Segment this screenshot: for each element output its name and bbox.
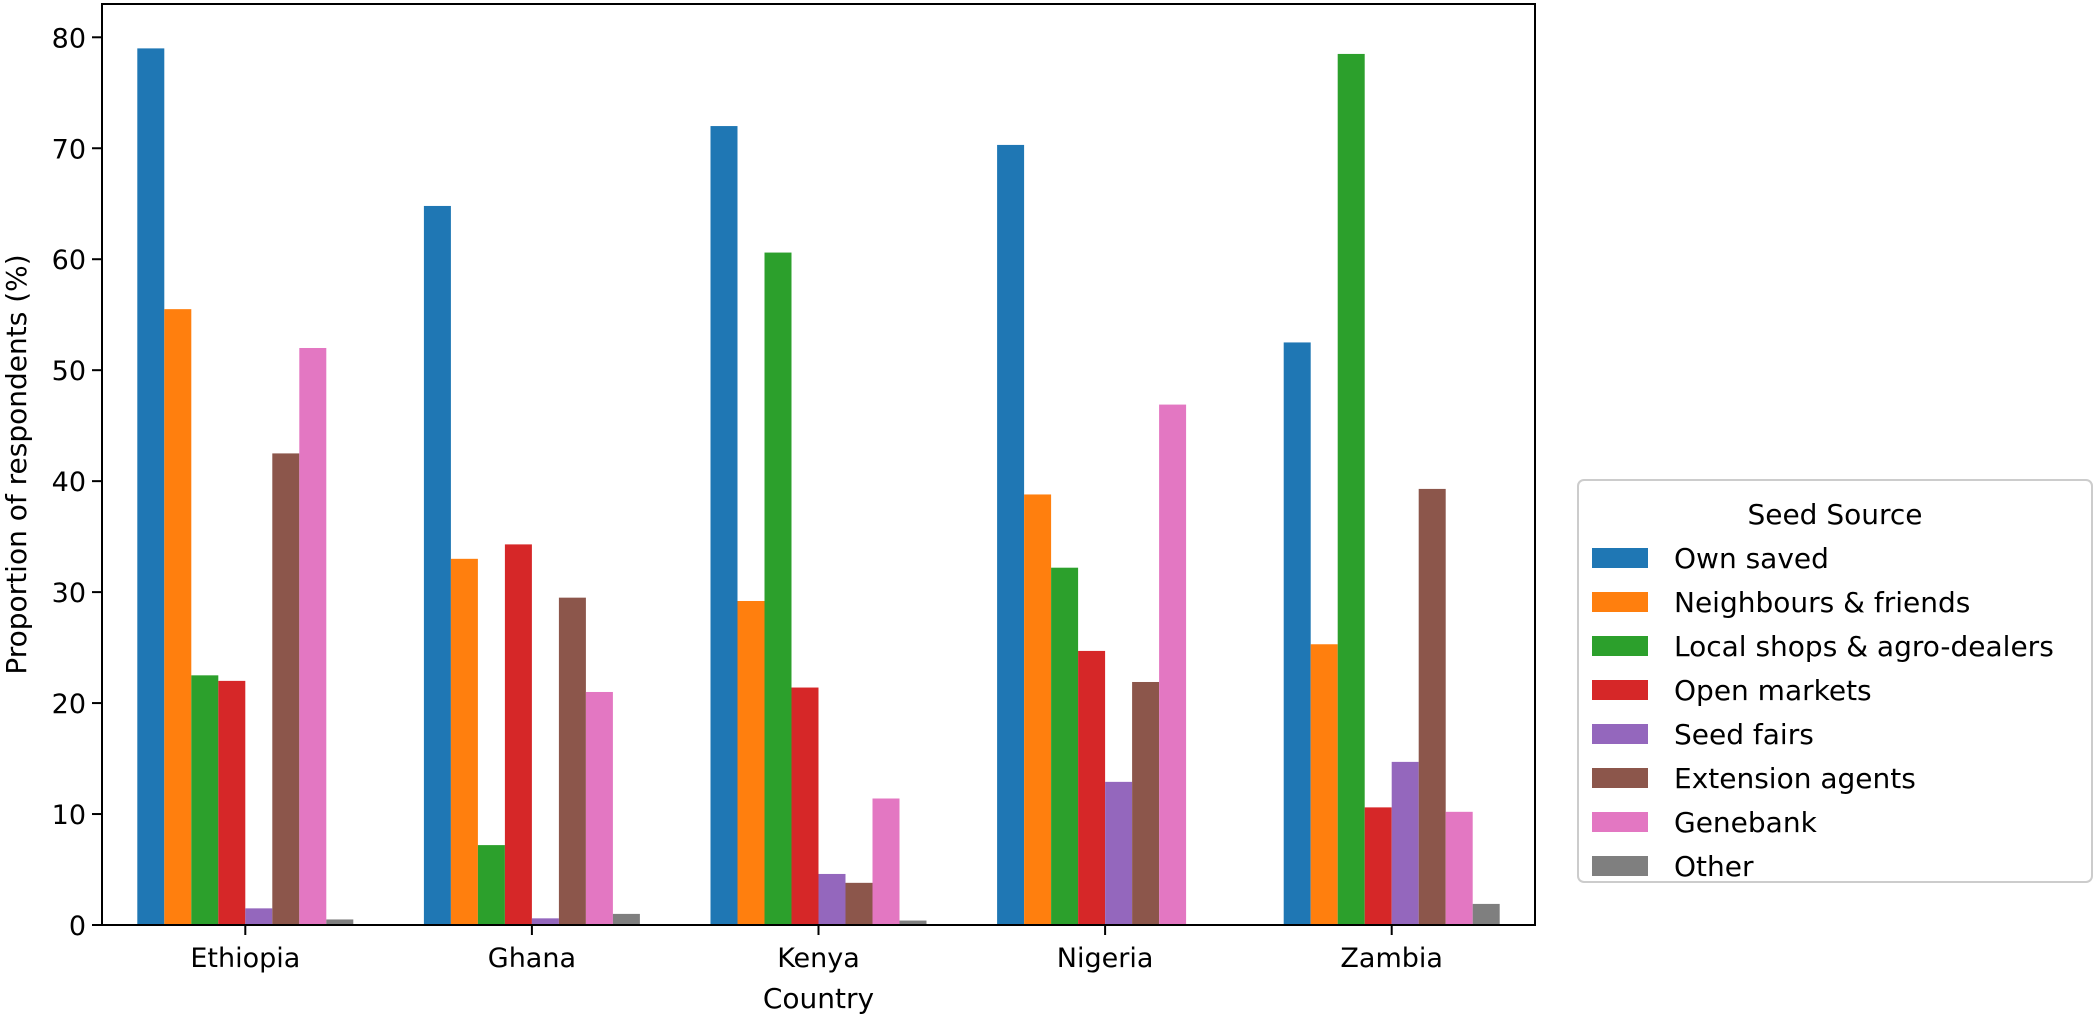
legend-swatch: [1592, 812, 1648, 832]
bar-nigeria-0: [997, 144, 1025, 926]
bar-ethiopia-0: [137, 48, 165, 925]
bar-ghana-2: [477, 845, 505, 925]
bar-kenya-3: [791, 687, 819, 925]
y-tick-label: 30: [52, 578, 86, 609]
bar-nigeria-1: [1024, 494, 1052, 925]
legend-swatch: [1592, 856, 1648, 876]
plot-frame: [101, 3, 1536, 926]
bar-nigeria-2: [1051, 567, 1079, 925]
bar-ethiopia-5: [272, 453, 300, 925]
bar-kenya-6: [872, 798, 900, 925]
bar-ethiopia-2: [191, 675, 219, 925]
y-tick-label: 50: [52, 356, 86, 387]
legend-swatch: [1592, 636, 1648, 656]
bar-kenya-0: [710, 126, 738, 925]
legend-items: Own saved Neighbours & friends Local shops…: [1592, 542, 2054, 883]
bar-zambia-4: [1391, 761, 1419, 925]
y-axis: 0 10 20 30 40 50 60 70 80: [52, 23, 102, 942]
x-tick-label-kenya: Kenya: [777, 943, 860, 974]
bar-ghana-1: [450, 558, 478, 925]
y-tick-label: 0: [69, 911, 86, 942]
bar-zambia-1: [1310, 644, 1338, 925]
bar-kenya-4: [818, 873, 846, 925]
y-tick-label: 10: [52, 800, 86, 831]
bar-ethiopia-7: [326, 919, 354, 925]
legend-label: Seed fairs: [1674, 718, 1814, 751]
bar-ethiopia-1: [164, 309, 192, 925]
legend-swatch: [1592, 724, 1648, 744]
bar-ghana-4: [531, 918, 559, 925]
bar-nigeria-4: [1105, 781, 1133, 925]
bar-ghana-5: [558, 597, 586, 925]
bar-ghana-3: [504, 544, 532, 925]
legend-swatch: [1592, 548, 1648, 568]
x-tick-label-nigeria: Nigeria: [1057, 943, 1154, 974]
y-axis-title: Proportion of respondents (%): [0, 254, 33, 674]
y-tick-label: 20: [52, 689, 86, 720]
bars-group: [137, 48, 1500, 926]
legend-title: Seed Source: [1747, 498, 1922, 531]
bar-kenya-5: [845, 882, 873, 925]
bar-zambia-6: [1445, 811, 1473, 925]
legend-label: Extension agents: [1674, 762, 1916, 795]
bar-kenya-7: [899, 920, 927, 925]
legend-label: Neighbours & friends: [1674, 586, 1970, 619]
legend-swatch: [1592, 592, 1648, 612]
x-axis: Ethiopia Ghana Kenya Nigeria Zambia: [190, 925, 1443, 974]
x-tick-label-ghana: Ghana: [488, 943, 576, 974]
legend-frame: [1577, 479, 2093, 883]
x-tick-label-ethiopia: Ethiopia: [190, 943, 300, 974]
legend-label: Own saved: [1674, 542, 1829, 575]
bar-ethiopia-4: [245, 908, 273, 925]
bar-nigeria-6: [1159, 404, 1187, 925]
bar-zambia-2: [1337, 53, 1365, 926]
bar-ghana-0: [423, 205, 451, 925]
bar-kenya-1: [737, 600, 765, 925]
x-tick-label-zambia: Zambia: [1340, 943, 1443, 974]
bar-zambia-7: [1472, 903, 1500, 925]
y-tick-label: 60: [52, 245, 86, 276]
bar-ethiopia-6: [299, 347, 327, 926]
y-tick-label: 70: [52, 134, 86, 165]
legend-label: Other: [1674, 850, 1754, 883]
legend-swatch: [1592, 768, 1648, 788]
legend-label: Genebank: [1674, 806, 1818, 839]
bar-ghana-7: [612, 913, 640, 925]
bar-nigeria-3: [1078, 650, 1106, 925]
y-tick-label: 80: [52, 23, 86, 54]
bar-zambia-5: [1418, 488, 1446, 925]
y-tick-label: 40: [52, 467, 86, 498]
bar-nigeria-5: [1132, 681, 1160, 925]
legend-swatch: [1592, 680, 1648, 700]
bar-ethiopia-3: [218, 680, 246, 925]
bar-ghana-6: [585, 691, 613, 925]
legend-label: Open markets: [1674, 674, 1872, 707]
legend: Seed Source Own saved Neighbours & friend…: [1577, 479, 2093, 883]
bar-zambia-3: [1364, 807, 1392, 925]
bar-zambia-0: [1283, 342, 1311, 925]
legend-label: Local shops & agro-dealers: [1674, 630, 2054, 663]
bar-kenya-2: [764, 252, 792, 926]
x-axis-title: Country: [763, 982, 874, 1015]
